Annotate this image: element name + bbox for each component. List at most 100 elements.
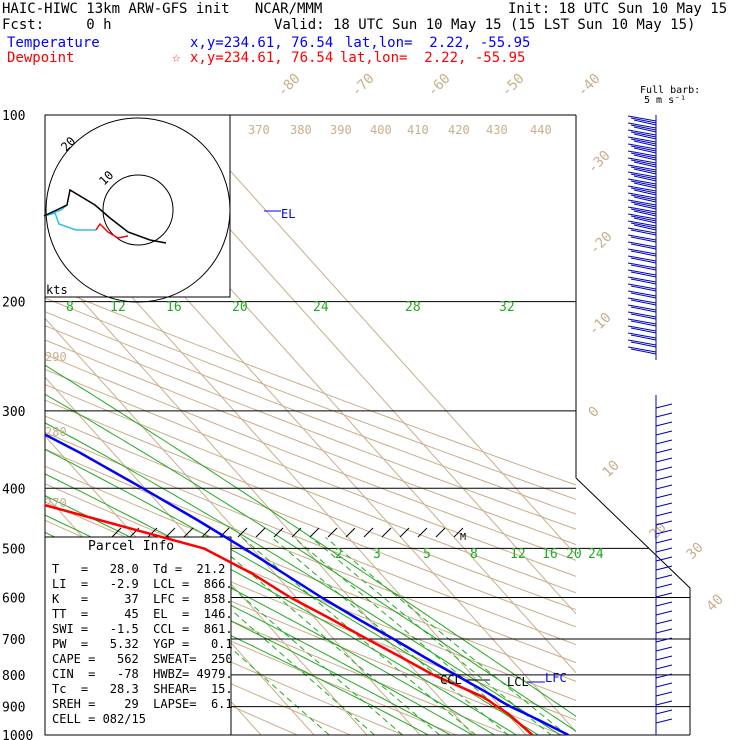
moist-adiabat-line <box>45 473 518 735</box>
wind-barb <box>630 173 657 180</box>
wind-barb <box>633 210 657 217</box>
wind-barb <box>627 150 657 157</box>
wind-barb <box>627 206 657 213</box>
hodograph-ring <box>45 117 231 303</box>
lid-hatch-mark <box>237 527 248 538</box>
m-label: M <box>460 532 466 543</box>
wind-barb <box>630 264 657 271</box>
isotherm-line <box>45 376 368 735</box>
wind-barb <box>655 412 673 418</box>
lid-hatch-mark <box>147 527 158 538</box>
hodograph-units-label: kts <box>46 283 68 297</box>
wind-barb <box>655 646 673 652</box>
temperature-legend-latlon: lat,lon= 2.22, -55.95 <box>345 35 531 51</box>
wind-barb <box>655 655 673 661</box>
parcel-info-row: PW = 5.32 YGP = 0.1 <box>52 637 233 651</box>
wind-barb <box>655 502 673 508</box>
lid-hatch-mark <box>327 527 338 538</box>
dry-adiabat-line <box>45 431 576 646</box>
wind-barb <box>655 529 673 535</box>
moist-adiabat-line <box>45 364 576 717</box>
wind-barb <box>630 341 657 348</box>
pressure-tick-label: 900 <box>2 701 25 716</box>
isotherm-label: 10 <box>600 458 623 481</box>
dry-adiabat-line <box>45 399 576 611</box>
mixing-ratio-label: 20 <box>566 547 582 562</box>
moist-adiabat-line <box>45 393 576 732</box>
wind-barb <box>627 178 657 185</box>
lid-hatch-mark <box>201 527 212 538</box>
pressure-tick-label: 300 <box>2 405 25 420</box>
wind-barb <box>630 236 657 243</box>
lid-hatch-mark <box>309 527 320 538</box>
hodograph-trace-low <box>43 204 96 231</box>
star-icon: ☆ <box>172 50 181 66</box>
wind-barb <box>633 217 657 224</box>
isotherm-label: -20 <box>587 229 616 258</box>
lfc-label: LFC <box>545 671 567 685</box>
wind-barb <box>627 164 657 171</box>
parcel-info-row: TT = 45 EL = 146. <box>52 607 233 621</box>
wind-barb <box>630 292 657 299</box>
pressure-tick-label: 400 <box>2 482 25 497</box>
isotherm-label: -70 <box>349 71 378 100</box>
wind-barb <box>630 159 657 166</box>
wind-barb <box>627 339 657 346</box>
temperature-legend-xy: x,y=234.61, 76.54 <box>190 35 334 51</box>
lid-hatch-mark <box>399 527 410 538</box>
mixing-ratio-label: 12 <box>510 547 526 562</box>
wind-barb <box>627 255 657 262</box>
wind-barb <box>627 346 657 353</box>
parcel-info-row: CELL = 082/15 <box>52 712 146 726</box>
wind-barb <box>655 556 673 562</box>
parcel-info-row: Tc = 28.3 SHEAR= 15. <box>52 682 233 696</box>
wind-barb <box>655 682 673 688</box>
parcel-info-row: T = 28.0 Td = 21.2 <box>52 562 226 576</box>
wind-barb <box>655 475 673 481</box>
wind-barb <box>630 257 657 264</box>
wind-barb <box>627 318 657 325</box>
wind-barb <box>630 327 657 334</box>
pressure-tick-label: 100 <box>2 109 25 124</box>
dry-adiabat-line <box>45 465 576 682</box>
wind-barb <box>630 278 657 285</box>
wind-barb <box>630 299 657 306</box>
dry-adiabat-label: 380 <box>290 123 312 137</box>
barb-key-line1: Full barb: <box>640 85 701 96</box>
wind-barb <box>630 320 657 327</box>
wind-barb <box>627 304 657 311</box>
wind-barb <box>655 709 673 715</box>
wind-barb <box>655 691 673 697</box>
wind-barb <box>627 248 657 255</box>
hodograph-ring <box>102 174 174 246</box>
wind-barb <box>655 457 673 463</box>
dry-adiabat-line <box>45 368 576 577</box>
dewpoint-legend-xy: x,y=234.61, 76.54 <box>190 50 334 66</box>
wind-barb <box>627 297 657 304</box>
pressure-tick-label: 200 <box>2 296 25 311</box>
wind-barb <box>627 332 657 339</box>
wind-barb <box>627 290 657 297</box>
dry-adiabat-line <box>45 283 576 486</box>
mixing-ratio-line <box>174 537 404 735</box>
mixing-ratio-label: 8 <box>470 547 478 562</box>
wind-barb <box>655 718 673 724</box>
wind-barb <box>627 241 657 248</box>
parcel-info-title: Parcel Info <box>88 539 175 554</box>
wind-barb <box>630 250 657 257</box>
wind-barb <box>655 592 673 598</box>
moist-adiabat-label: 12 <box>110 300 126 315</box>
wind-barb <box>655 403 673 409</box>
dry-adiabat-label: 280 <box>45 425 67 439</box>
mixing-ratio-line <box>310 537 552 735</box>
hodograph-trace-mid <box>95 222 129 239</box>
wind-barb <box>655 448 673 454</box>
wind-barb <box>627 185 657 192</box>
wind-barb <box>627 143 657 150</box>
wind-barb <box>655 484 673 490</box>
wind-barb <box>630 222 657 229</box>
lid-hatch-mark <box>183 527 194 538</box>
wind-barb <box>627 262 657 269</box>
wind-barb <box>633 133 657 140</box>
